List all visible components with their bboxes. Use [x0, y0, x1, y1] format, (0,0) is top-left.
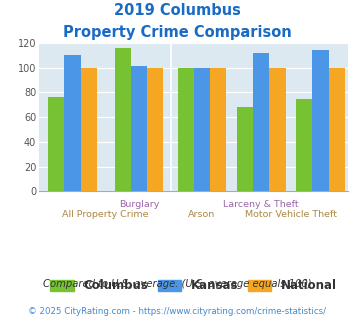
Bar	[178, 68, 194, 191]
Bar	[312, 50, 329, 191]
Bar	[253, 53, 269, 191]
Bar	[48, 97, 64, 191]
Text: All Property Crime: All Property Crime	[62, 210, 149, 218]
Text: © 2025 CityRating.com - https://www.cityrating.com/crime-statistics/: © 2025 CityRating.com - https://www.city…	[28, 307, 327, 316]
Bar	[147, 68, 164, 191]
Bar	[237, 107, 253, 191]
Legend: Columbus, Kansas, National: Columbus, Kansas, National	[45, 275, 342, 297]
Text: Larceny & Theft: Larceny & Theft	[223, 200, 299, 209]
Text: Motor Vehicle Theft: Motor Vehicle Theft	[245, 210, 337, 218]
Bar	[269, 68, 286, 191]
Text: Arson: Arson	[189, 210, 215, 218]
Bar	[64, 55, 81, 191]
Text: Compared to U.S. average. (U.S. average equals 100): Compared to U.S. average. (U.S. average …	[43, 279, 312, 289]
Text: 2019 Columbus: 2019 Columbus	[114, 3, 241, 18]
Bar	[131, 66, 147, 191]
Text: Burglary: Burglary	[119, 200, 159, 209]
Bar	[329, 68, 345, 191]
Text: Property Crime Comparison: Property Crime Comparison	[63, 25, 292, 40]
Bar	[210, 68, 226, 191]
Bar	[81, 68, 97, 191]
Bar	[115, 48, 131, 191]
Bar	[194, 68, 210, 191]
Bar	[296, 99, 312, 191]
